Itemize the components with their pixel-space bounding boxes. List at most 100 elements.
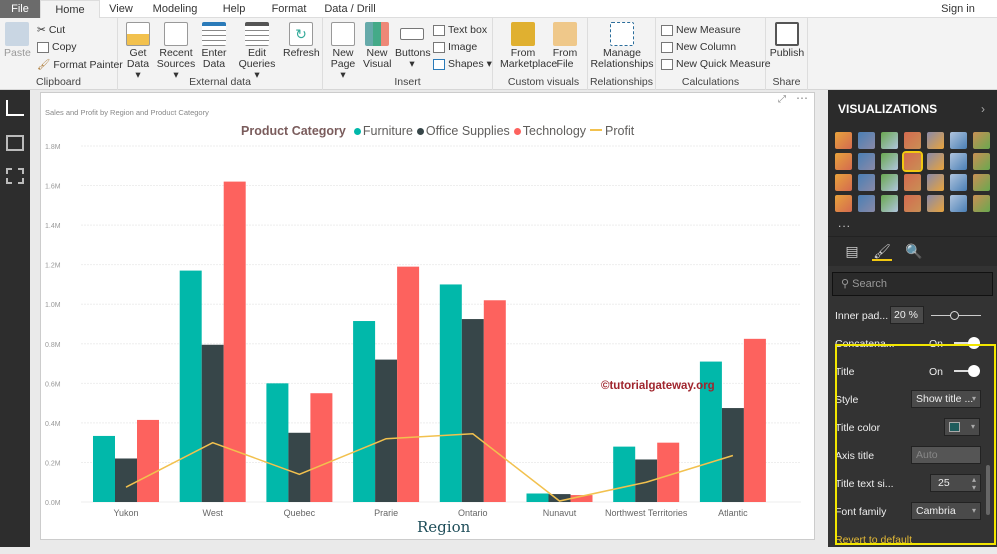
y-tick-label: 1.6M [45, 184, 61, 191]
refresh-label: Refresh [283, 47, 320, 59]
inner-padding-row: Inner pad... 20 % [828, 302, 997, 330]
visual-type-icon[interactable] [904, 174, 921, 191]
tab-modeling[interactable]: Modeling [145, 0, 205, 18]
visual-type-icon[interactable] [973, 174, 990, 191]
x-tick-label: Prarie [374, 508, 398, 518]
visual-type-icon[interactable] [950, 195, 967, 212]
bar-technology [484, 300, 506, 502]
visual-type-icon[interactable] [950, 174, 967, 191]
format-paint-roller-icon[interactable]: 🖌 [872, 243, 892, 261]
y-tick-label: 1.8M [45, 144, 61, 151]
edit-queries-button[interactable]: Edit Queries ▾ [238, 22, 276, 81]
column-icon [661, 42, 673, 53]
visual-type-icon[interactable] [973, 153, 990, 170]
visual-type-icon[interactable] [927, 132, 944, 149]
inner-padding-slider[interactable] [931, 315, 981, 316]
data-view-icon[interactable] [6, 135, 24, 151]
edit-queries-label: Edit Queries [239, 47, 276, 70]
from-file-button[interactable]: From File [550, 22, 580, 70]
analytics-magnifier-icon[interactable]: 🔍 [904, 243, 924, 261]
visual-type-icon[interactable] [927, 195, 944, 212]
slider-thumb[interactable] [950, 311, 959, 320]
report-view-icon[interactable] [6, 100, 24, 116]
buttons-button[interactable]: Buttons▾ [395, 22, 429, 70]
visual-type-icon[interactable] [835, 174, 852, 191]
tab-file[interactable]: File [0, 0, 40, 18]
visual-type-icon[interactable] [950, 132, 967, 149]
clipboard-label: Clipboard [0, 76, 117, 88]
recent-sources-button[interactable]: Recent Sources ▾ [156, 22, 196, 81]
x-tick-label: Atlantic [718, 508, 748, 518]
publish-button[interactable]: Publish [768, 22, 806, 59]
from-marketplace-button[interactable]: From Marketplace [500, 22, 546, 70]
x-axis-title: Region [417, 518, 470, 536]
visual-type-icon[interactable] [904, 195, 921, 212]
more-visuals-button[interactable]: ... [828, 216, 997, 236]
visual-type-icon[interactable] [835, 132, 852, 149]
enter-data-button[interactable]: Enter Data [200, 22, 228, 70]
publish-icon [775, 22, 799, 46]
inner-padding-input[interactable]: 20 % [890, 306, 924, 324]
tab-format[interactable]: Format [268, 0, 310, 18]
text-box-icon [433, 25, 445, 36]
format-painter-label: Format Painter [53, 59, 122, 71]
visual-type-icon[interactable] [858, 153, 875, 170]
cut-button[interactable]: ✂Cut [37, 24, 65, 36]
visual-type-icon[interactable] [881, 195, 898, 212]
recent-sources-label: Recent Sources [157, 47, 196, 70]
paste-icon [5, 22, 29, 46]
format-search-input[interactable]: ⚲ Search [832, 272, 993, 296]
format-painter-button[interactable]: 🖌Format Painter [37, 58, 123, 71]
model-view-icon[interactable] [6, 168, 24, 184]
visual-type-icon[interactable] [950, 153, 967, 170]
new-visual-label: New Visual [363, 47, 391, 70]
bar-office-supplies [375, 360, 397, 502]
visual-type-icon[interactable] [904, 153, 921, 170]
title-section-highlight [835, 344, 996, 545]
visual-type-icon[interactable] [858, 195, 875, 212]
new-quick-measure-label: New Quick Measure [676, 58, 771, 70]
collapse-chevron-icon[interactable]: › [981, 90, 985, 128]
clustered-column-line-chart[interactable]: Sales and Profit by Region and Product C… [40, 92, 815, 540]
visual-type-icon[interactable] [973, 195, 990, 212]
folder-icon [553, 22, 577, 46]
copy-button[interactable]: Copy [37, 41, 77, 53]
shapes-button[interactable]: Shapes ▾ [433, 58, 492, 70]
new-visual-button[interactable]: New Visual [363, 22, 391, 70]
new-quick-measure-button[interactable]: New Quick Measure [661, 58, 771, 70]
tab-home[interactable]: Home [40, 0, 100, 19]
manage-relationships-button[interactable]: Manage Relationships [590, 22, 654, 70]
marketplace-icon [511, 22, 535, 46]
tab-help[interactable]: Help [215, 0, 253, 18]
new-column-button[interactable]: New Column [661, 41, 736, 53]
visual-type-icon[interactable] [927, 153, 944, 170]
inner-padding-unit: % [909, 309, 918, 321]
sign-in-link[interactable]: Sign in [938, 0, 978, 18]
tab-view[interactable]: View [100, 0, 142, 18]
copy-label: Copy [52, 41, 77, 53]
visual-type-icon[interactable] [881, 153, 898, 170]
visual-type-icon[interactable] [858, 174, 875, 191]
visual-type-icon[interactable] [927, 174, 944, 191]
get-data-button[interactable]: Get Data ▾ [123, 22, 153, 81]
text-box-button[interactable]: Text box [433, 24, 487, 36]
new-page-button[interactable]: New Page ▾ [328, 22, 358, 81]
tab-data-drill[interactable]: Data / Drill [320, 0, 380, 18]
bar-furniture [93, 436, 115, 502]
refresh-button[interactable]: ↻Refresh [283, 22, 319, 59]
ribbon-tabs: File Home View Modeling Help Format Data… [0, 0, 997, 18]
visual-type-icon[interactable] [904, 132, 921, 149]
visual-type-icon[interactable] [835, 195, 852, 212]
fields-tab-icon[interactable]: ▤ [842, 243, 862, 261]
paste-button[interactable]: Paste [4, 22, 30, 59]
buttons-label: Buttons [395, 47, 431, 59]
visual-type-icon[interactable] [858, 132, 875, 149]
visual-type-icon[interactable] [973, 132, 990, 149]
brush-icon: 🖌 [37, 58, 50, 71]
scissors-icon: ✂ [37, 24, 46, 36]
image-button[interactable]: Image [433, 41, 477, 53]
visual-type-icon[interactable] [881, 174, 898, 191]
visual-type-icon[interactable] [881, 132, 898, 149]
new-measure-button[interactable]: New Measure [661, 24, 741, 36]
visual-type-icon[interactable] [835, 153, 852, 170]
